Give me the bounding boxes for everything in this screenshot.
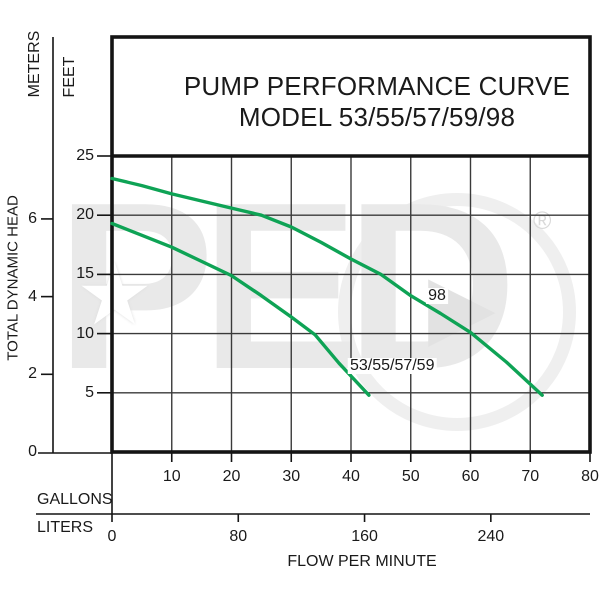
gallons-tick-label-10: 10 [162,468,181,485]
y-axis-title: TOTAL DYNAMIC HEAD [4,195,22,361]
feet-tick-label-5: 5 [85,383,94,401]
feet-tick-label-20: 20 [76,206,94,224]
curve-label-53/55/57/59: 53/55/57/59 [347,356,437,374]
curve-98 [110,176,544,397]
meters-tick-label-6: 6 [28,209,37,227]
x-axis-secondary-unit-label: LITERS [37,519,94,536]
watermark-star-icon: ★ [76,247,154,343]
liters-tick-label-80: 80 [229,528,248,545]
x-axis-title: FLOW PER MINUTE [287,553,437,570]
liters-tick-label-160: 160 [351,528,378,545]
gallons-tick-label-30: 30 [282,468,301,485]
gallons-tick-label-50: 50 [401,468,420,485]
gallons-tick-label-70: 70 [521,468,540,485]
watermark-play-arrow-icon: ▶ [428,256,496,355]
curve-label-98: 98 [426,286,448,304]
gallons-tick-label-80: 80 [581,468,599,485]
meters-tick-label-0: 0 [28,443,37,460]
chart-title-line2: MODEL 53/55/57/59/98 [238,102,516,132]
meters-tick-label-4: 4 [28,287,37,305]
gallons-tick-label-40: 40 [342,468,360,485]
meters-tick-label-2: 2 [28,365,37,383]
x-axis-primary-unit-label: GALLONS [37,491,113,508]
liters-tick-label-0: 0 [107,528,117,545]
y-axis-primary-unit-label: FEET [61,56,78,98]
feet-tick-label-15: 15 [76,265,94,283]
feet-tick-label-10: 10 [76,324,94,342]
gallons-tick-label-60: 60 [461,468,480,485]
watermark-logo-text: PED [56,154,517,419]
feet-tick-label-25: 25 [76,147,94,164]
y-axis-secondary-unit-label: METERS [26,30,43,98]
curve-53/55/57/59 [110,221,371,397]
chart-title-line1: PUMP PERFORMANCE CURVE [183,71,571,101]
gallons-tick-label-20: 20 [222,468,241,485]
liters-tick-label-240: 240 [477,528,505,545]
